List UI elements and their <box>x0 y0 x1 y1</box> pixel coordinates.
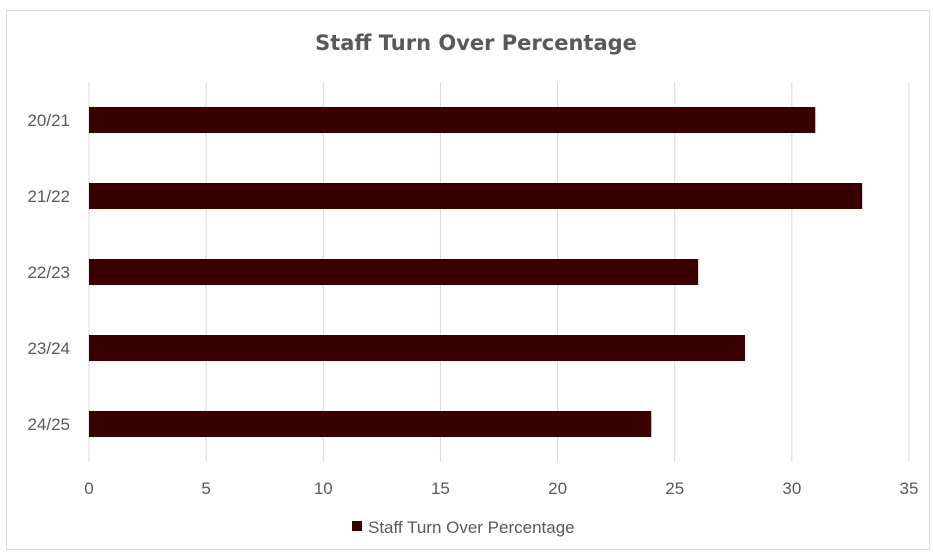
x-tick-label: 15 <box>431 479 450 498</box>
category-labels: 20/21 21/22 22/23 23/24 24/25 <box>27 111 70 434</box>
x-tick-label: 25 <box>665 479 684 498</box>
legend-label: Staff Turn Over Percentage <box>368 518 575 537</box>
chart-title: Staff Turn Over Percentage <box>315 31 637 55</box>
category-label: 24/25 <box>27 415 70 434</box>
x-tick-label: 5 <box>201 479 210 498</box>
x-tick-label: 20 <box>548 479 567 498</box>
bar-24-25 <box>89 411 652 437</box>
category-label: 21/22 <box>27 187 70 206</box>
legend: Staff Turn Over Percentage <box>352 518 575 537</box>
x-tick-labels: 0 5 10 15 20 25 30 35 <box>84 479 918 498</box>
bars <box>89 107 863 437</box>
x-tick-label: 0 <box>84 479 93 498</box>
bar-20-21 <box>89 107 816 133</box>
legend-swatch <box>352 521 362 531</box>
x-tick-label: 35 <box>900 479 919 498</box>
x-tick-label: 30 <box>782 479 801 498</box>
category-label: 20/21 <box>27 111 70 130</box>
bar-21-22 <box>89 183 863 209</box>
category-label: 23/24 <box>27 339 70 358</box>
bar-23-24 <box>89 335 745 361</box>
category-label: 22/23 <box>27 263 70 282</box>
bar-22-23 <box>89 259 699 285</box>
x-tick-label: 10 <box>314 479 333 498</box>
